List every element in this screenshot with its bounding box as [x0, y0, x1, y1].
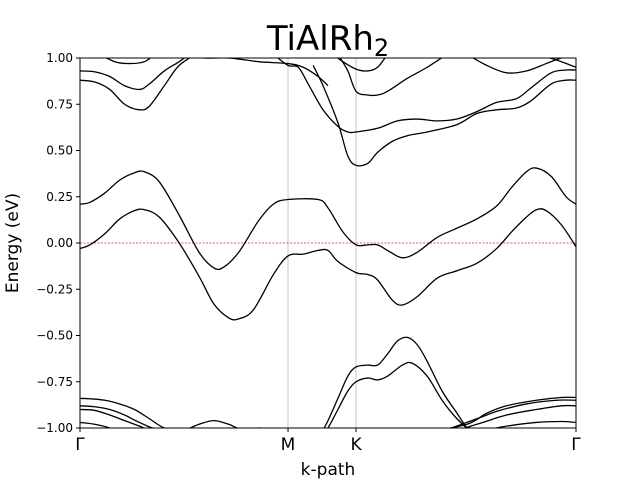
chart-title-main: TiAlRh: [266, 19, 374, 59]
band-line-8: [80, 167, 576, 271]
band-line-13: [80, 58, 186, 91]
band-line-12: [276, 58, 576, 134]
y-tick-label: 0.50: [46, 144, 73, 158]
x-axis-title: k-path: [301, 460, 356, 480]
band-line-10: [339, 58, 443, 97]
band-line-11: [336, 58, 386, 72]
y-tick-label: 0.75: [46, 97, 73, 111]
y-tick-label: −0.25: [36, 282, 73, 296]
band-line-1: [80, 420, 576, 428]
band-line-9: [312, 65, 576, 167]
y-tick-label: −0.75: [36, 375, 73, 389]
band-line-3: [80, 399, 576, 428]
y-tick-label: 1.00: [46, 51, 73, 65]
band-line-2: [80, 404, 576, 428]
band-line-7: [80, 208, 576, 321]
band-line-17: [471, 58, 564, 74]
band-line-16: [197, 58, 329, 87]
y-tick-label: 0.25: [46, 190, 73, 204]
y-tick-label: −1.00: [36, 421, 73, 435]
band-line-15: [105, 58, 152, 65]
band-line-4: [80, 396, 576, 428]
kpoint-label-3: Γ: [571, 435, 581, 455]
kpoint-label-1: M: [281, 435, 296, 455]
y-axis-title: Energy (eV): [3, 193, 23, 293]
y-tick-label: 0.00: [46, 236, 73, 250]
band-line-5: [327, 361, 468, 428]
band-line-6: [323, 336, 468, 428]
band-line-18: [547, 58, 576, 68]
chart-title-subscript: 2: [374, 34, 389, 62]
kpoint-label-0: Γ: [75, 435, 85, 455]
band-line-14: [80, 58, 191, 111]
y-axis: −1.00 −0.75 −0.50 −0.25 0.00 0.25 0.50 0.75 1.00: [36, 51, 80, 435]
kpoint-label-2: K: [350, 435, 362, 455]
chart-title: TiAlRh2: [266, 19, 389, 62]
y-tick-label: −0.50: [36, 329, 73, 343]
bands-group: [80, 58, 576, 428]
